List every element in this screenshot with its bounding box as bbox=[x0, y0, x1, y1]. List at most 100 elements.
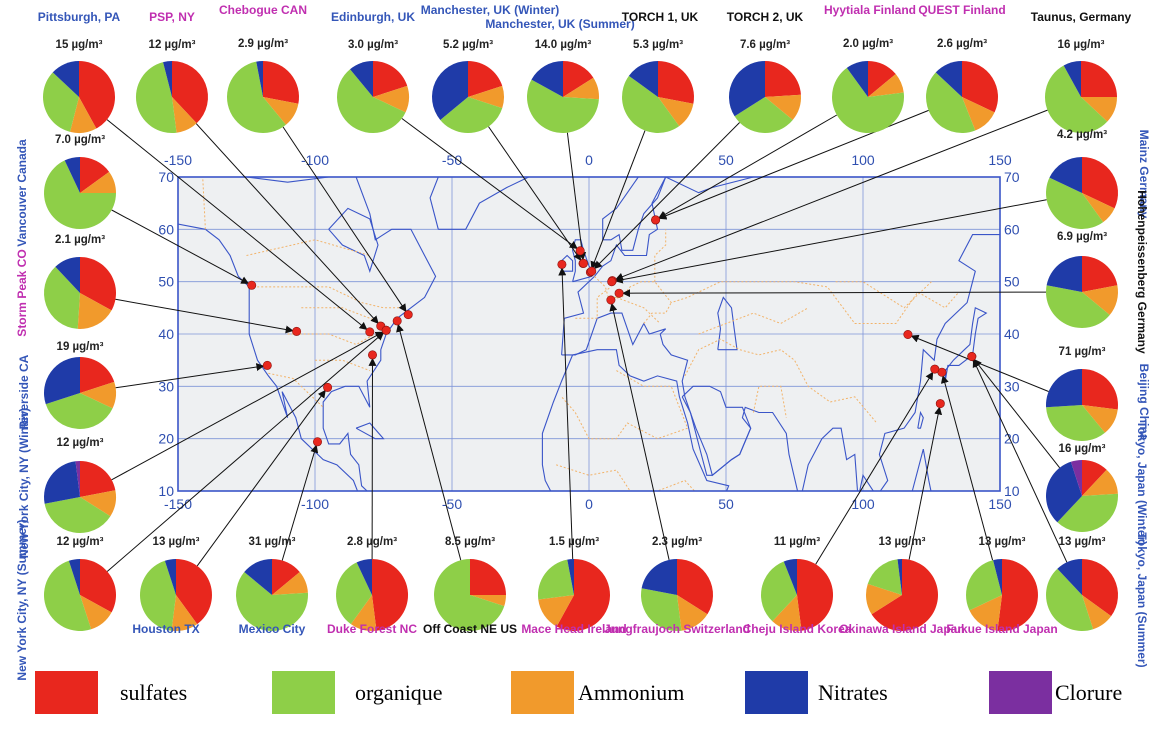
pie-slice-nitrates bbox=[1046, 461, 1082, 523]
coastline-taiwan-philippines bbox=[917, 410, 924, 429]
site-marker-new-york-city-ny-winter[interactable] bbox=[381, 325, 391, 335]
pie-vancouver-canada[interactable] bbox=[44, 157, 117, 230]
pie-slice-sulfates bbox=[1082, 256, 1118, 292]
pie-taunus-germany[interactable] bbox=[1044, 61, 1117, 134]
pie-slice-sulfates bbox=[658, 61, 694, 104]
pie-slice-organique bbox=[1046, 285, 1110, 329]
site-marker-off-coast-ne-us[interactable] bbox=[392, 316, 402, 326]
connector-mace-head-ireland bbox=[558, 267, 574, 560]
pie-charts bbox=[43, 60, 1119, 632]
site-marker-mainz-germany[interactable] bbox=[607, 277, 617, 287]
site-marker-mexico-city[interactable] bbox=[312, 437, 322, 447]
site-marker-riverside-ca[interactable] bbox=[262, 360, 272, 370]
border-line bbox=[752, 385, 787, 418]
pie-slice-ammonium bbox=[772, 595, 802, 632]
pie-slice-ammonium bbox=[658, 97, 694, 127]
site-connector-lines bbox=[106, 109, 1068, 572]
pie-slice-sulfates bbox=[1082, 559, 1118, 617]
pie-slice-sulfates bbox=[80, 257, 117, 311]
conc-label-riverside-ca: 19 µg/m³ bbox=[57, 341, 104, 353]
site-marker-vancouver-canada[interactable] bbox=[247, 280, 257, 290]
world-map bbox=[177, 176, 1001, 492]
pie-tokyo-japan-winter[interactable] bbox=[1046, 460, 1119, 532]
pie-riverside-ca[interactable] bbox=[43, 357, 116, 429]
site-marker-tokyo-japan-summer[interactable] bbox=[967, 351, 977, 361]
pie-slice-organique bbox=[1046, 568, 1094, 631]
border-line bbox=[575, 286, 612, 319]
pie-off-coast-ne-us[interactable] bbox=[434, 559, 506, 632]
pie-new-york-city-ny-winter[interactable] bbox=[44, 461, 116, 534]
pie-duke-forest-nc[interactable] bbox=[336, 559, 409, 632]
pie-okinawa-island-japan[interactable] bbox=[865, 559, 938, 632]
site-marker-torch-2-uk[interactable] bbox=[587, 266, 597, 276]
pie-new-york-city-ny-summer[interactable] bbox=[43, 559, 117, 632]
pie-torch-2-uk[interactable] bbox=[728, 60, 802, 134]
pie-psp-ny[interactable] bbox=[135, 61, 208, 134]
legend-swatch-nitrates bbox=[745, 671, 808, 714]
connector-hohenpeissenberg-germany bbox=[622, 289, 1047, 298]
site-marker-okinawa-island-japan[interactable] bbox=[935, 399, 945, 409]
site-marker-manchester-uk-summer[interactable] bbox=[578, 258, 588, 268]
pie-slice-nitrates bbox=[256, 61, 263, 97]
site-name-fukue-island-japan: Fukue Island Japan bbox=[946, 622, 1057, 636]
pie-chebogue-can[interactable] bbox=[227, 61, 299, 134]
pie-slice-sulfates bbox=[797, 559, 834, 631]
connector-taunus-germany bbox=[615, 109, 1048, 281]
pie-slice-organique bbox=[45, 393, 113, 429]
border-line bbox=[315, 359, 370, 372]
coastline-caspian bbox=[717, 296, 738, 351]
pie-slice-organique bbox=[1046, 177, 1104, 229]
legend-swatch-ammonium bbox=[511, 671, 574, 714]
pie-slice-organique bbox=[734, 97, 793, 134]
legend-label-sulfates: sulfates bbox=[120, 680, 187, 705]
pie-manchester-uk-summer[interactable] bbox=[527, 61, 600, 133]
pie-torch-1-uk[interactable] bbox=[622, 61, 694, 133]
site-marker-jungfraujoch-switzerland[interactable] bbox=[606, 295, 616, 305]
site-marker-beijing-china[interactable] bbox=[903, 329, 913, 339]
site-marker-mace-head-ireland[interactable] bbox=[557, 259, 567, 269]
conc-label-houston-tx: 13 µg/m³ bbox=[153, 536, 200, 548]
pie-quest-finland[interactable] bbox=[926, 61, 998, 133]
pie-hyytiala-finland[interactable] bbox=[832, 61, 905, 134]
pie-hohenpeissenberg-germany[interactable] bbox=[1046, 256, 1118, 329]
pie-slice-ammonium bbox=[538, 595, 574, 627]
site-marker-edinburgh-uk[interactable] bbox=[575, 246, 585, 256]
connector-storm-peak-co bbox=[115, 298, 294, 334]
site-marker-pittsburgh-pa[interactable] bbox=[365, 327, 375, 337]
pie-manchester-uk-winter[interactable] bbox=[431, 61, 505, 134]
connector-hyytiala-finland bbox=[658, 114, 838, 219]
border-line bbox=[246, 239, 370, 256]
site-name-new-york-city-ny-winter: New York City, NY (Winter) bbox=[17, 408, 31, 558]
pie-tokyo-japan-summer[interactable] bbox=[1046, 559, 1118, 631]
site-marker-storm-peak-co[interactable] bbox=[292, 326, 302, 336]
site-name-torch-2-uk: TORCH 2, UK bbox=[727, 10, 804, 24]
pie-storm-peak-co[interactable] bbox=[44, 257, 117, 330]
legend-label-organique: organique bbox=[355, 680, 443, 705]
site-marker-quest-finland[interactable] bbox=[651, 215, 661, 225]
conc-label-torch-2-uk: 7.6 µg/m³ bbox=[740, 39, 790, 51]
pie-houston-tx[interactable] bbox=[139, 559, 212, 632]
site-marker-chebogue-can[interactable] bbox=[403, 310, 413, 320]
pie-slice-organique bbox=[135, 62, 177, 134]
site-name-beijing-china: Beijing China bbox=[1137, 364, 1151, 441]
pie-pittsburgh-pa[interactable] bbox=[43, 61, 116, 134]
site-marker-houston-tx[interactable] bbox=[323, 382, 333, 392]
pie-slice-nitrates bbox=[628, 61, 658, 97]
pie-fukue-island-japan[interactable] bbox=[966, 559, 1038, 631]
pie-mainz-germany[interactable] bbox=[1046, 157, 1118, 229]
pie-slice-ammonium bbox=[765, 94, 802, 120]
site-marker-duke-forest-nc[interactable] bbox=[367, 350, 377, 360]
pie-mace-head-ireland[interactable] bbox=[537, 559, 610, 631]
site-marker-cheju-island-korea[interactable] bbox=[930, 364, 940, 374]
y-tick-label-left: 40 bbox=[158, 326, 174, 342]
pie-jungfraujoch-switzerland[interactable] bbox=[641, 559, 714, 632]
pie-beijing-china[interactable] bbox=[1045, 369, 1119, 442]
pie-cheju-island-korea[interactable] bbox=[761, 559, 834, 632]
conc-label-tokyo-japan-summer: 13 µg/m³ bbox=[1059, 536, 1106, 548]
pie-mexico-city[interactable] bbox=[236, 559, 309, 631]
pie-slice-nitrates bbox=[1063, 61, 1081, 97]
site-marker-hohenpeissenberg-germany[interactable] bbox=[614, 288, 624, 298]
pie-slice-ammonium bbox=[1082, 405, 1118, 433]
pie-edinburgh-uk[interactable] bbox=[336, 61, 409, 133]
conc-label-new-york-city-ny-winter: 12 µg/m³ bbox=[57, 437, 104, 449]
